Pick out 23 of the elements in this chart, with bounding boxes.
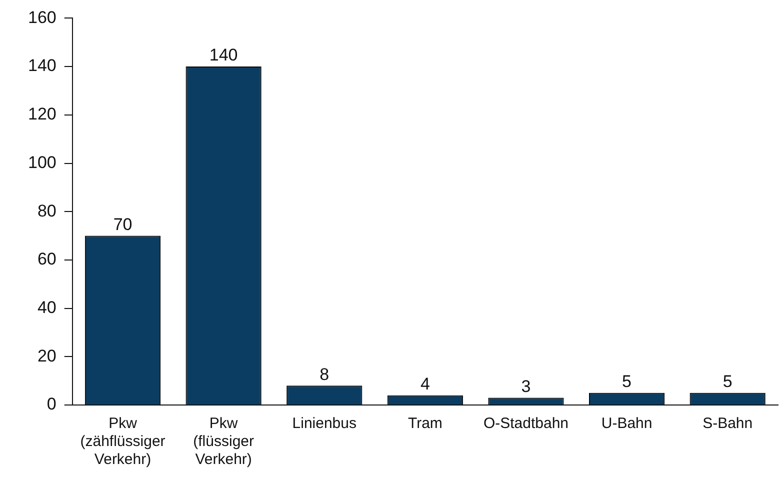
data-label: 4: [420, 374, 430, 394]
data-label: 70: [113, 214, 132, 234]
y-tick-label: 120: [28, 104, 56, 124]
data-label: 8: [320, 364, 330, 384]
x-tick-label: Tram: [408, 415, 442, 432]
data-label: 140: [209, 46, 238, 65]
y-tick-label: 40: [37, 298, 56, 317]
y-tick-label: 20: [37, 346, 56, 366]
x-tick-label: Linienbus: [292, 415, 356, 432]
y-tick-label: 140: [28, 56, 56, 76]
x-tick-label: O-Stadtbahn: [483, 415, 569, 432]
x-tick-label: S-Bahn: [702, 415, 753, 432]
data-label: 5: [622, 372, 632, 392]
data-label: 3: [521, 376, 531, 396]
y-tick-label: 60: [37, 250, 56, 269]
y-tick-label: 0: [46, 394, 56, 414]
x-tick-label: Pkw (zähflüssiger Verkehr): [80, 415, 166, 468]
y-tick-label: 100: [28, 152, 56, 172]
x-tick-label: Pkw (flüssiger Verkehr): [193, 415, 254, 468]
y-tick-label: 80: [37, 201, 56, 220]
y-tick-label: 160: [28, 8, 56, 27]
data-label: 5: [722, 372, 732, 392]
x-tick-label: U-Bahn: [601, 415, 652, 432]
